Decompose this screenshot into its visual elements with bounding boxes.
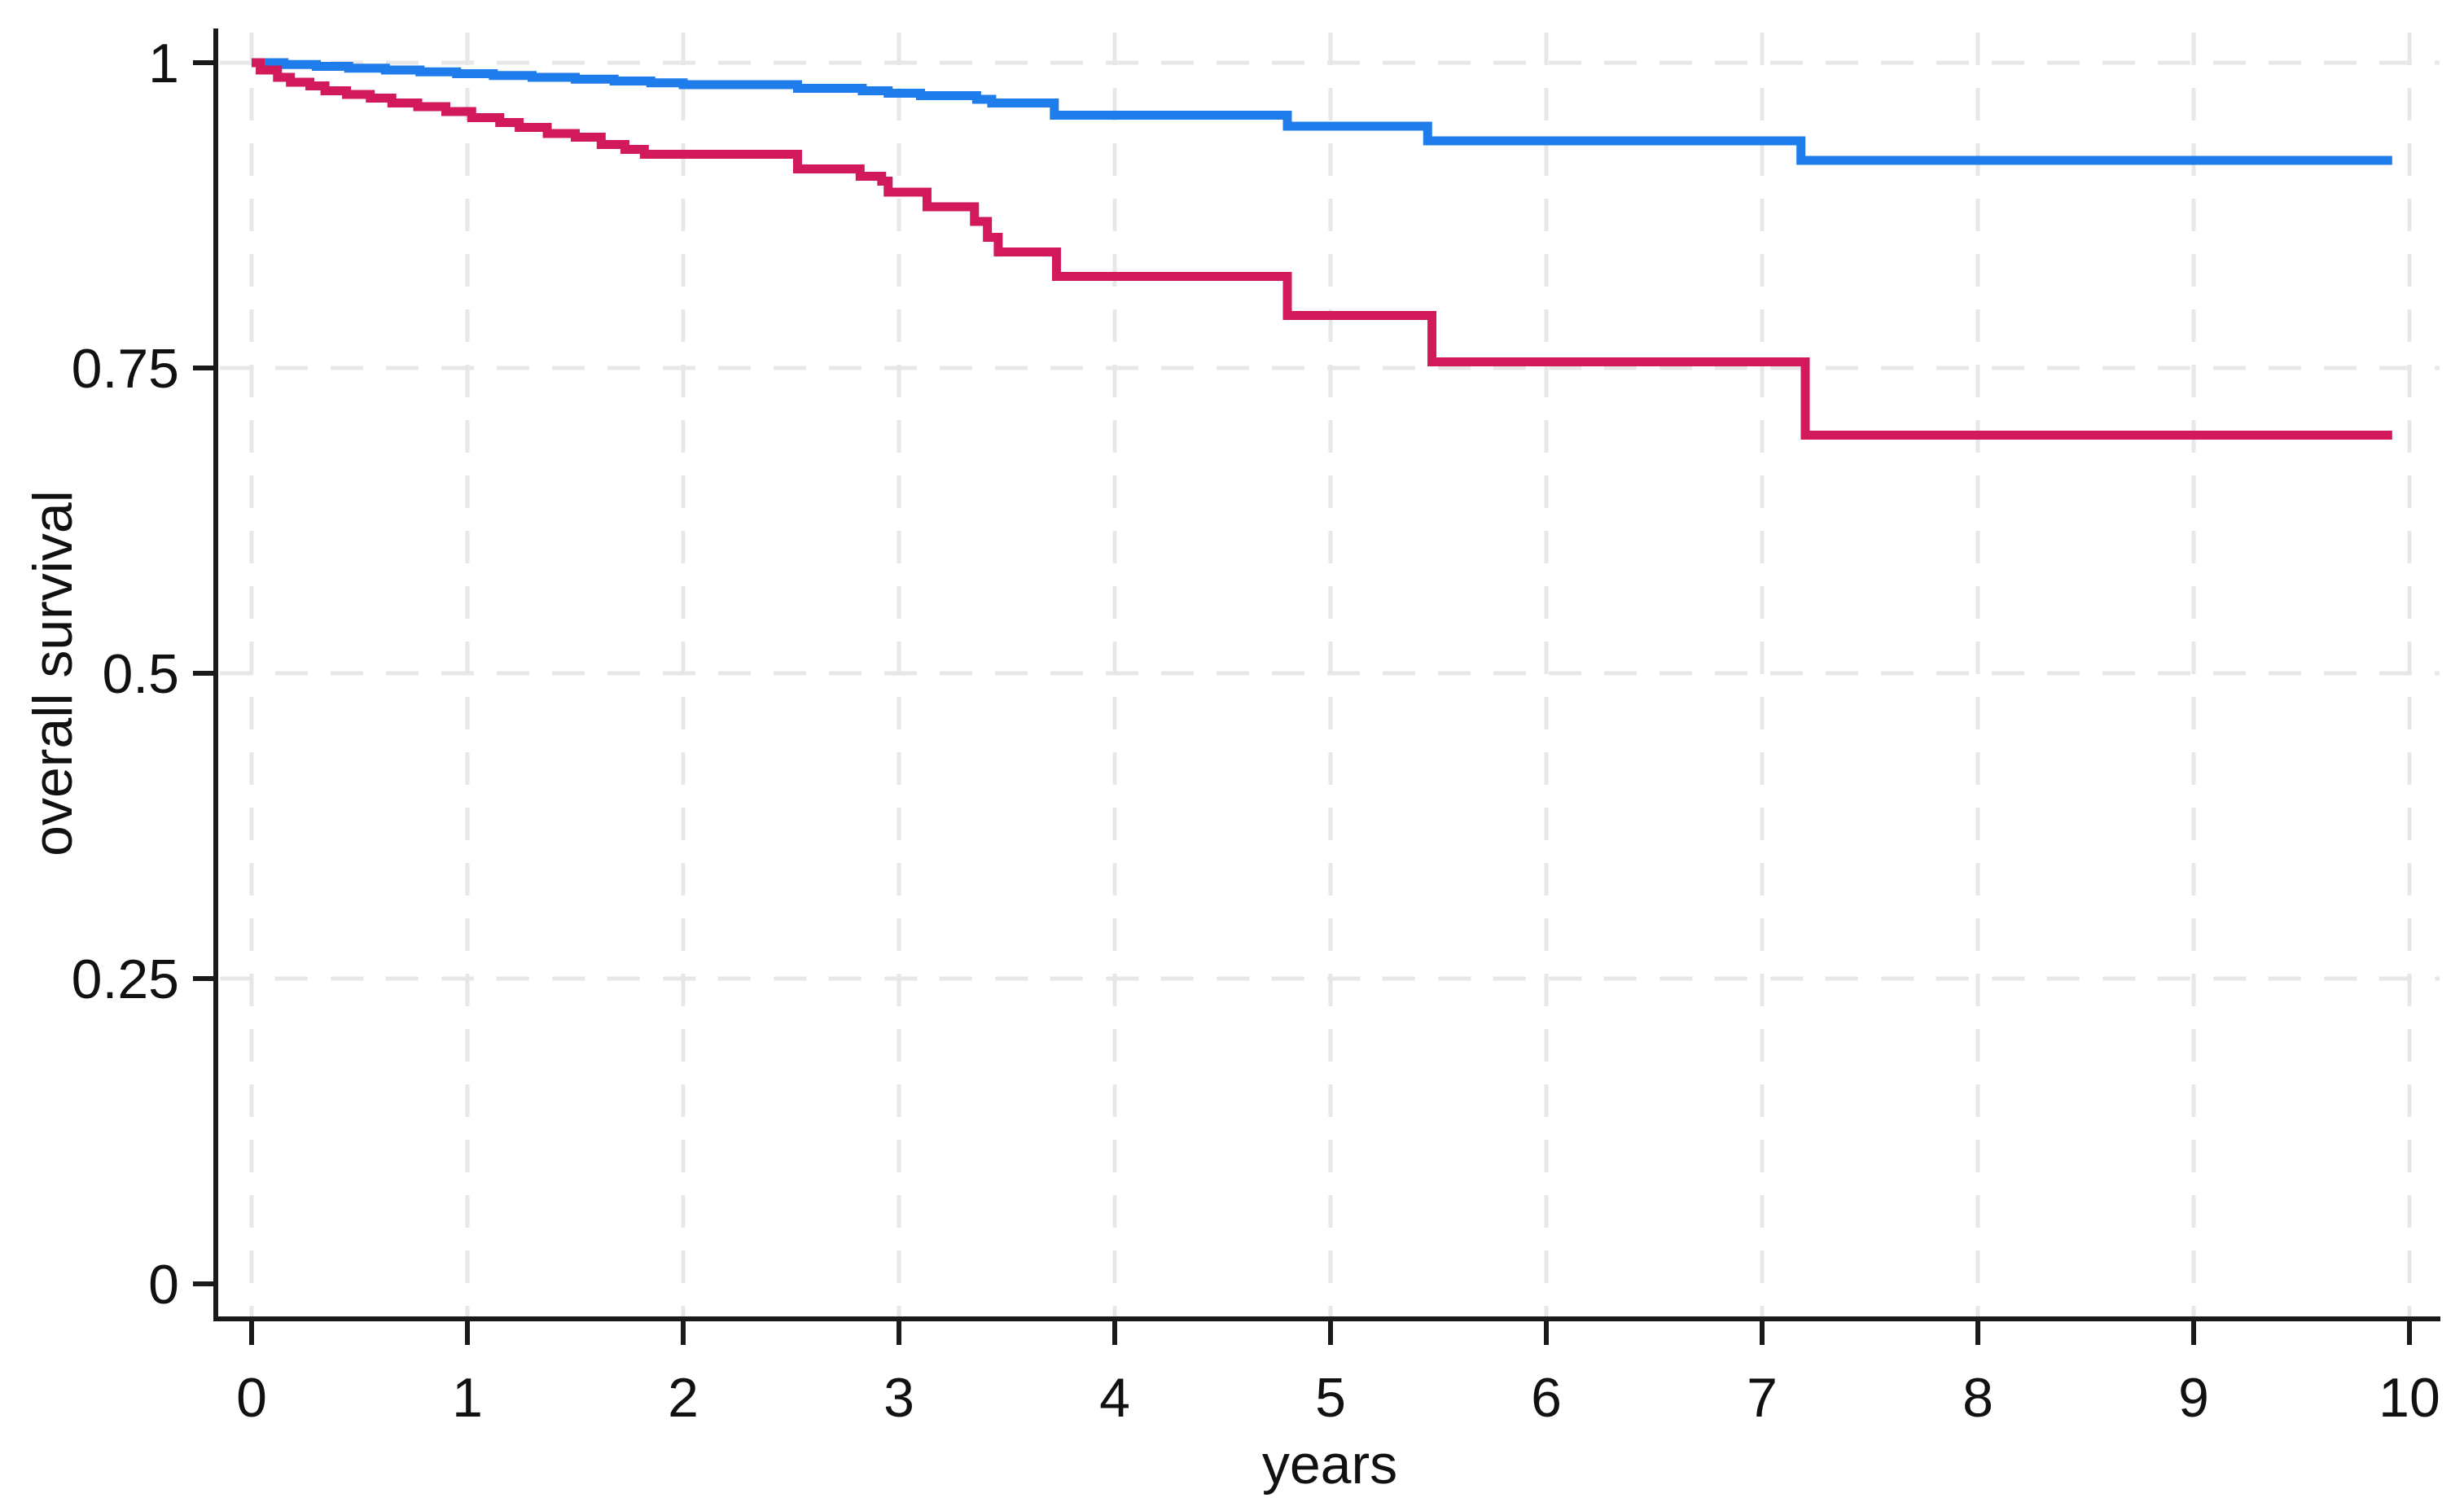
horizontal-gridlines — [220, 60, 2440, 981]
y-axis-ticks — [193, 60, 216, 1286]
x-tick-label: 7 — [1747, 1367, 1778, 1429]
y-tick-label: 0.5 — [102, 643, 179, 705]
x-tick-label: 1 — [452, 1367, 483, 1429]
x-tick-label: 6 — [1531, 1367, 1562, 1429]
x-tick-label: 9 — [2178, 1367, 2209, 1429]
survival-curve-group-blue — [252, 58, 2392, 165]
y-axis-tick-labels: 0 0.25 0.5 0.75 1 — [72, 33, 179, 1316]
survival-curve-group-red — [252, 58, 2392, 440]
x-tick-label: 0 — [236, 1367, 267, 1429]
x-tick-label: 4 — [1099, 1367, 1130, 1429]
x-tick-label: 10 — [2379, 1367, 2440, 1429]
y-tick-label: 0 — [148, 1254, 179, 1316]
x-tick-label: 3 — [883, 1367, 914, 1429]
survival-curves — [252, 58, 2392, 440]
y-axis-title: overall survival — [22, 490, 84, 856]
x-tick-label: 5 — [1315, 1367, 1346, 1429]
x-tick-label: 2 — [668, 1367, 699, 1429]
x-axis-ticks — [249, 1319, 2412, 1345]
x-axis-title: years — [1262, 1434, 1397, 1496]
y-tick-label: 1 — [148, 33, 179, 94]
y-tick-label: 0.25 — [72, 948, 179, 1010]
vertical-gridlines — [249, 33, 2412, 1316]
y-tick-label: 0.75 — [72, 338, 179, 400]
x-tick-label: 8 — [1962, 1367, 1993, 1429]
x-axis-tick-labels: 0 1 2 3 4 5 6 7 8 9 10 — [236, 1367, 2440, 1429]
